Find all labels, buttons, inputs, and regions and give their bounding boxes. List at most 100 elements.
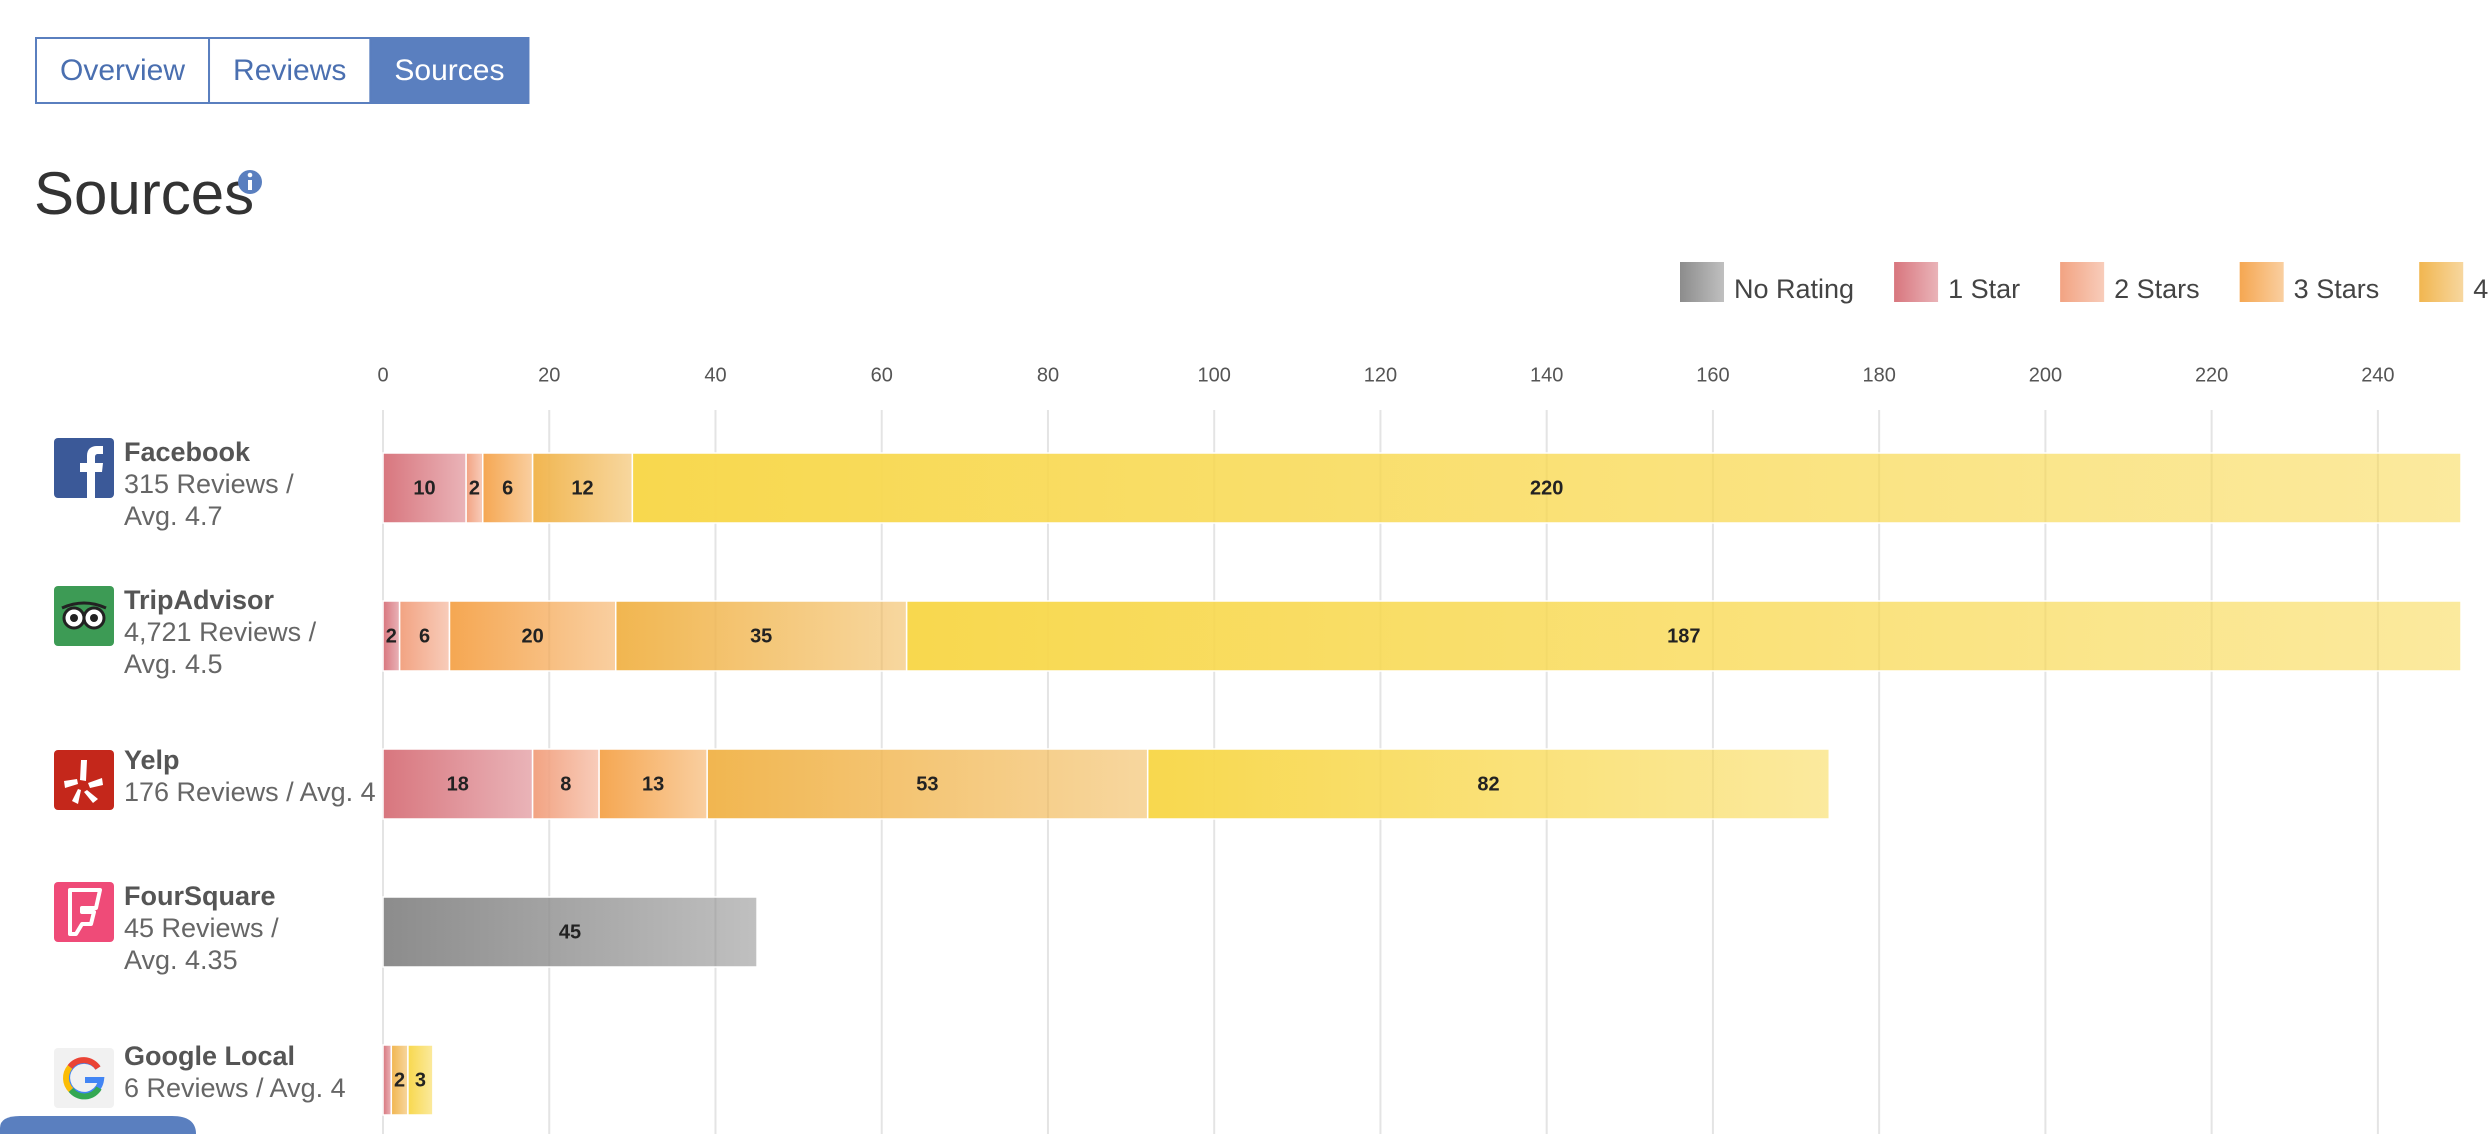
yelp-icon <box>54 750 114 810</box>
x-tick-label: 0 <box>377 364 388 386</box>
legend-label: No Rating <box>1734 274 1854 304</box>
bar-label: 18 <box>447 773 469 795</box>
icon-pupil <box>90 614 98 622</box>
bar-label: 12 <box>571 477 593 499</box>
legend-item[interactable]: 3 Stars <box>2239 262 2380 304</box>
tab[interactable]: Sources <box>369 37 530 104</box>
source-detail: Avg. 4.7 <box>124 501 223 531</box>
foursquare-icon <box>54 882 114 942</box>
bar-label: 6 <box>419 625 430 647</box>
bar-label: 20 <box>521 625 543 647</box>
tab-box <box>208 37 372 104</box>
x-tick-label: 120 <box>1364 364 1397 386</box>
source-icons <box>54 438 114 1108</box>
bar-segment <box>382 452 467 524</box>
source-detail: 6 Reviews / Avg. 4 <box>124 1073 346 1103</box>
bar-label: 187 <box>1667 625 1700 647</box>
bar-segment <box>448 600 617 672</box>
source-name: TripAdvisor <box>124 585 275 615</box>
tab-bar: Overview Reviews Sources <box>35 37 530 104</box>
page-heading: Sources <box>34 160 254 227</box>
x-tick-label: 100 <box>1198 364 1231 386</box>
tab-label: Sources <box>394 54 504 87</box>
bar-segment <box>1146 748 1831 820</box>
tab-label: Overview <box>60 54 185 87</box>
icon-brow <box>61 601 107 610</box>
x-tick-label: 180 <box>1862 364 1895 386</box>
x-tick-label: 20 <box>538 364 560 386</box>
facebook-icon <box>54 438 114 498</box>
legend-label: 4 Stars <box>2473 274 2490 304</box>
bar-segment <box>531 452 634 524</box>
icon-glyph <box>64 760 103 804</box>
legend-item[interactable]: 2 Stars <box>2060 262 2200 304</box>
google-icon <box>54 1048 114 1108</box>
bar-label: 6 <box>502 477 513 499</box>
legend-item[interactable]: 1 Star <box>1894 262 2020 304</box>
source-detail: 315 Reviews / <box>124 469 294 499</box>
bar-segment <box>614 600 908 672</box>
x-tick-label: 60 <box>871 364 893 386</box>
source-detail: 4,721 Reviews / <box>124 617 317 647</box>
source-name: Google Local <box>124 1041 295 1071</box>
tab[interactable]: Reviews <box>208 37 372 104</box>
legend-swatch <box>2419 262 2464 302</box>
legend-item[interactable]: No Rating <box>1680 262 1854 304</box>
legend-swatch <box>2060 262 2105 302</box>
bar-label: 13 <box>642 773 664 795</box>
bar-segment <box>382 896 758 968</box>
legend-label: 2 Stars <box>2114 274 2200 304</box>
source-detail: 45 Reviews / <box>124 913 279 943</box>
legend-swatch <box>1894 262 1939 302</box>
info-stem <box>248 180 252 190</box>
x-tick-label: 220 <box>2195 364 2228 386</box>
x-tick-label: 140 <box>1530 364 1563 386</box>
legend-label: 3 Stars <box>2294 274 2380 304</box>
source-detail: 176 Reviews / Avg. 4 <box>124 777 376 807</box>
legend-swatch <box>2239 262 2284 302</box>
bar-label: 220 <box>1530 477 1563 499</box>
legend-item[interactable]: 4 Stars <box>2419 262 2490 304</box>
source-detail: Avg. 4.35 <box>124 945 238 975</box>
bar-segment <box>398 600 451 672</box>
tab[interactable]: Overview <box>35 37 211 104</box>
icon-glyph <box>67 1057 101 1070</box>
icon-glyph <box>68 888 102 936</box>
bar-segment <box>531 748 600 820</box>
bar-label: 45 <box>559 921 581 943</box>
bar-label: 8 <box>560 773 571 795</box>
x-tick-label: 80 <box>1037 364 1059 386</box>
source-name: Facebook <box>124 437 251 467</box>
legend-label: 1 Star <box>1948 274 2020 304</box>
info-icon[interactable] <box>238 170 262 194</box>
source-detail: Avg. 4.5 <box>124 649 223 679</box>
floating-button[interactable] <box>0 1116 196 1134</box>
bar-segment <box>382 748 534 820</box>
source-name: FourSquare <box>124 881 276 911</box>
bar-label: 2 <box>386 625 397 647</box>
icon-pupil <box>70 614 78 622</box>
x-tick-label: 40 <box>704 364 726 386</box>
bar-segment <box>706 748 1149 820</box>
tab-box <box>35 37 211 104</box>
tab-label: Reviews <box>233 54 346 87</box>
icon-glyph <box>68 1086 102 1100</box>
bar-segment <box>382 1044 393 1116</box>
bar-label: 2 <box>394 1069 405 1091</box>
tripadvisor-icon <box>54 586 114 646</box>
bar-label: 10 <box>413 477 435 499</box>
x-tick-label: 160 <box>1696 364 1729 386</box>
tab-box <box>369 37 530 104</box>
info-dot <box>247 172 253 178</box>
bar-segment <box>905 600 2462 672</box>
x-tick-label: 200 <box>2029 364 2062 386</box>
icon-glyph <box>63 1065 74 1093</box>
bar-label: 3 <box>415 1069 426 1091</box>
x-tick-label: 240 <box>2361 364 2394 386</box>
bar-label: 2 <box>469 477 480 499</box>
bar-segment <box>631 452 2462 524</box>
bar-label: 82 <box>1477 773 1499 795</box>
icon-glyph <box>80 446 103 498</box>
